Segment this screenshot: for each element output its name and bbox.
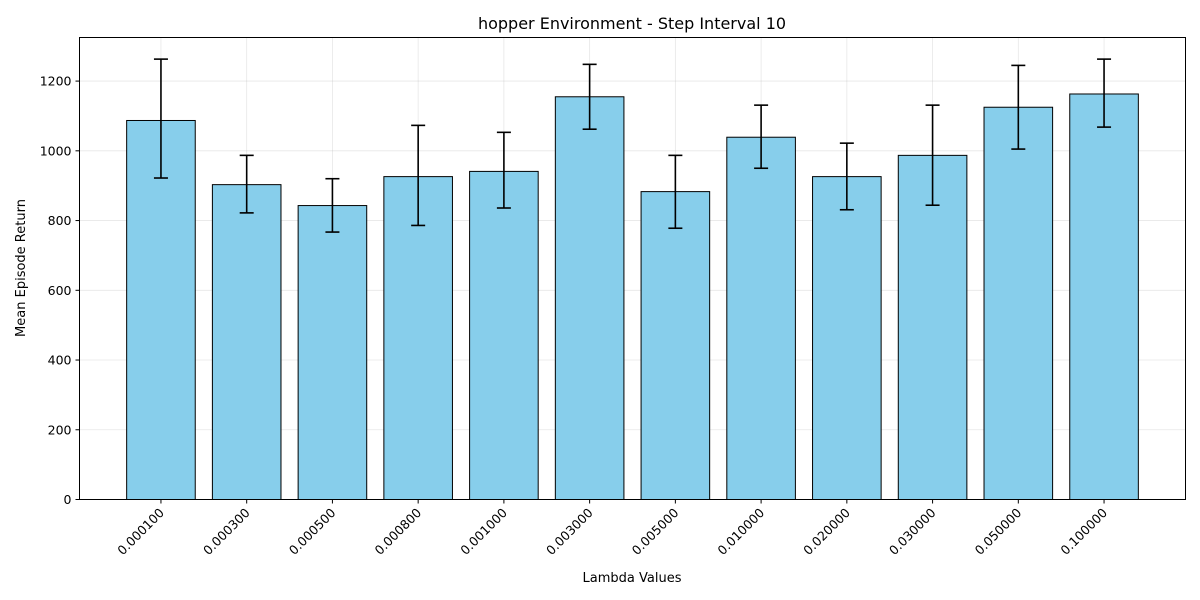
y-tick-label: 1000 (40, 143, 72, 158)
x-tick-label: 0.000800 (371, 505, 424, 558)
chart-title: hopper Environment - Step Interval 10 (478, 14, 786, 33)
y-tick-label: 600 (48, 283, 72, 298)
x-tick-label: 0.003000 (543, 505, 596, 558)
bar (383, 176, 453, 500)
bars-layer (126, 93, 1139, 501)
x-ticks: 0.000100 0.000300 0.000500 0.000800 0.001000… (114, 499, 1110, 558)
x-tick-label: 0.000300 (200, 505, 253, 558)
bar (812, 176, 882, 500)
x-tick-label: 0.001000 (457, 505, 510, 558)
x-tick-label: 0.010000 (714, 505, 767, 558)
x-tick-label: 0.005000 (629, 505, 682, 558)
bar (211, 184, 282, 500)
x-tick-label: 0.100000 (1057, 505, 1110, 558)
error-bars-layer (153, 58, 1112, 233)
x-tick-label: 0.020000 (800, 505, 853, 558)
x-tick-label: 0.000100 (114, 505, 167, 558)
plot-frame (79, 37, 1186, 500)
x-tick-label: 0.030000 (886, 505, 939, 558)
bar (554, 96, 625, 500)
y-tick-label: 400 (48, 353, 72, 368)
bar (297, 205, 368, 501)
y-axis-label: Mean Episode Return (14, 199, 29, 337)
x-tick-label: 0.050000 (972, 505, 1025, 558)
y-ticks: 0 200 400 600 800 1000 1200 (40, 74, 80, 507)
bar (726, 136, 796, 500)
x-tick-label: 0.000500 (286, 505, 339, 558)
y-tick-label: 1200 (40, 74, 72, 89)
x-axis-label: Lambda Values (583, 571, 682, 586)
y-tick-label: 800 (48, 213, 72, 228)
y-tick-label: 200 (48, 422, 72, 437)
y-tick-label: 0 (64, 492, 72, 507)
bar (469, 170, 539, 501)
bar (1069, 93, 1139, 501)
bar (640, 191, 711, 500)
bar (983, 106, 1054, 501)
bar (897, 154, 968, 501)
